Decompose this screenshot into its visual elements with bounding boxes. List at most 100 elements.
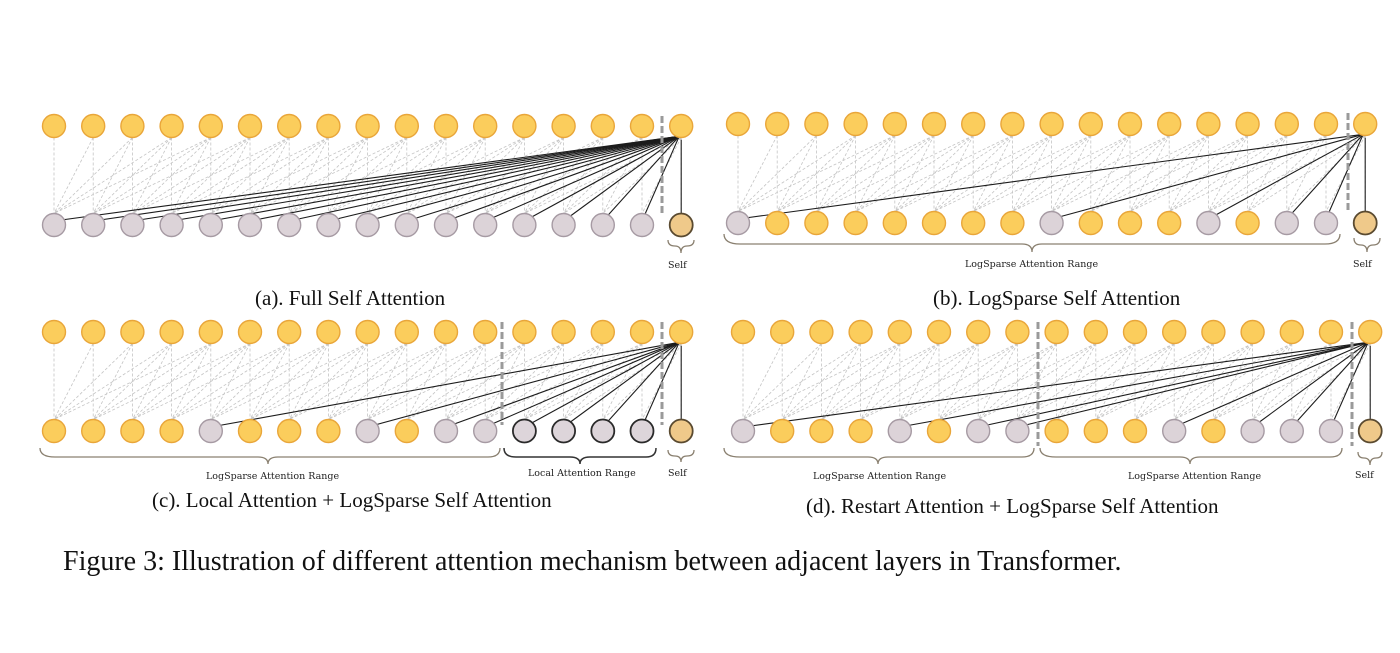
- background-connection: [1173, 343, 1293, 420]
- top-layer-node: [629, 113, 655, 139]
- background-connection: [171, 343, 251, 420]
- background-connection: [406, 343, 486, 420]
- attended-node: [1005, 418, 1030, 444]
- background-connection: [53, 137, 94, 214]
- background-connection: [249, 343, 368, 420]
- background-connection: [563, 137, 643, 214]
- top-layer-node: [1044, 319, 1069, 345]
- background-connection: [933, 135, 1052, 212]
- bottom-layer-node: [1000, 210, 1025, 236]
- attention-line: [367, 341, 680, 428]
- top-layer-node: [80, 319, 106, 345]
- top-layer-node: [1318, 319, 1344, 345]
- top-layer-node: [551, 113, 576, 139]
- background-connection: [1252, 343, 1371, 420]
- background-connection: [1090, 135, 1170, 212]
- panel-caption: (a). Full Self Attention: [255, 286, 446, 310]
- self-node: [1357, 418, 1383, 444]
- attended-node: [433, 212, 459, 238]
- background-connection: [821, 343, 940, 420]
- bottom-layer-node: [394, 418, 419, 444]
- top-layer-node: [887, 319, 912, 345]
- background-connection: [210, 137, 368, 214]
- bottom-layer-node: [1078, 210, 1104, 236]
- background-connection: [93, 137, 251, 214]
- attention-line: [1286, 133, 1364, 220]
- top-layer-node: [669, 113, 694, 139]
- bottom-layer-node: [961, 210, 986, 236]
- attended-node: [629, 212, 655, 238]
- background-connection: [1247, 135, 1327, 212]
- background-connection: [171, 137, 290, 214]
- background-connection: [445, 343, 564, 420]
- bottom-layer-node: [843, 210, 868, 236]
- background-connection: [781, 343, 861, 420]
- attention-line: [289, 135, 680, 222]
- attended-node: [1279, 418, 1305, 444]
- top-layer-node: [316, 113, 341, 139]
- background-connection: [1252, 343, 1332, 420]
- logsparse-range-brace-1: [723, 447, 1035, 465]
- background-connection: [972, 135, 1092, 212]
- top-layer-node: [1279, 319, 1305, 345]
- background-connection: [132, 137, 290, 214]
- bottom-layer-node: [809, 418, 834, 444]
- background-connection: [1291, 343, 1371, 420]
- background-connection: [406, 343, 525, 420]
- bottom-layer-node: [848, 418, 873, 444]
- background-connection: [93, 343, 251, 420]
- background-connection: [821, 343, 979, 420]
- background-connection: [1129, 135, 1248, 212]
- top-layer-node: [1201, 319, 1226, 345]
- top-layer-node: [473, 113, 498, 139]
- background-connection: [1090, 135, 1248, 212]
- self-label: Self: [668, 260, 688, 271]
- local-attended-node: [629, 418, 655, 444]
- background-connection: [1017, 343, 1175, 420]
- background-connection: [524, 137, 643, 214]
- attended-node: [1313, 210, 1339, 236]
- background-connection: [899, 343, 1057, 420]
- attended-node: [198, 418, 224, 444]
- background-connection: [933, 135, 1091, 212]
- top-layer-node: [961, 111, 986, 137]
- bottom-layer-node: [1156, 210, 1182, 236]
- background-connection: [53, 343, 133, 420]
- top-layer-node: [1161, 319, 1187, 345]
- top-layer-node: [1352, 111, 1378, 137]
- attention-line: [53, 135, 680, 222]
- background-connection: [53, 343, 94, 420]
- local-attended-node: [512, 418, 537, 444]
- background-connection: [899, 343, 1018, 420]
- background-connection: [132, 343, 251, 420]
- bottom-layer-node: [921, 210, 947, 236]
- logsparse-range-label: LogSparse Attention Range: [206, 471, 339, 482]
- background-connection: [855, 135, 1013, 212]
- attention-line: [484, 341, 680, 428]
- background-connection: [445, 343, 603, 420]
- attended-node: [887, 418, 912, 444]
- attention-line: [171, 135, 680, 222]
- background-connection: [289, 343, 447, 420]
- attended-node: [730, 418, 756, 444]
- bottom-layer-node: [1201, 418, 1226, 444]
- attended-node: [316, 212, 341, 238]
- bottom-layer-node: [926, 418, 952, 444]
- background-connection: [563, 343, 643, 420]
- attended-node: [237, 212, 263, 238]
- attention-line: [602, 341, 680, 428]
- local-range-brace: [503, 447, 657, 465]
- background-connection: [602, 343, 682, 420]
- background-connection: [328, 343, 447, 420]
- self-label: Self: [1353, 259, 1373, 270]
- top-layer-node: [512, 319, 537, 345]
- attention-line: [1017, 341, 1369, 428]
- background-connection: [210, 137, 329, 214]
- background-connection: [1213, 343, 1371, 420]
- attention-line: [210, 341, 680, 428]
- attention-line: [406, 135, 680, 222]
- self-brace: [1357, 451, 1383, 466]
- background-connection: [484, 343, 564, 420]
- top-layer-node: [1240, 319, 1265, 345]
- top-layer-node: [1156, 111, 1182, 137]
